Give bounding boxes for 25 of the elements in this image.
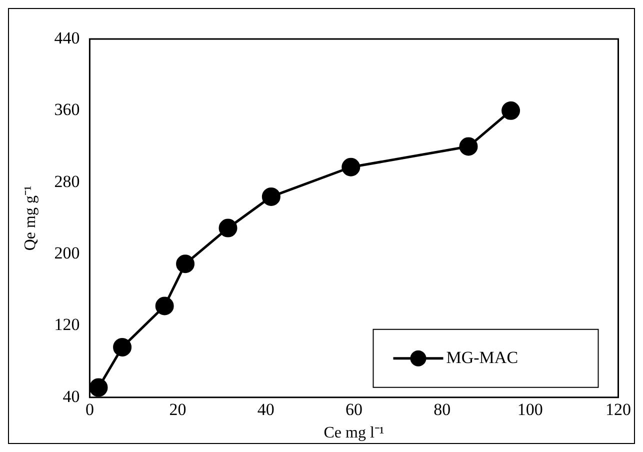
x-tick-label: 120 [606, 400, 631, 420]
x-tick-label: 20 [169, 400, 186, 420]
y-tick-label: 440 [54, 28, 80, 48]
y-tick-label: 120 [54, 315, 80, 334]
x-tick-label: 100 [517, 400, 543, 420]
point [90, 378, 108, 397]
y-tick-label: 360 [54, 100, 80, 120]
point [459, 137, 478, 156]
x-axis-title: Ce mg l⁻¹ [324, 424, 384, 442]
point [113, 338, 132, 356]
y-axis-title: Qe mg g⁻¹ [22, 186, 39, 251]
x-tick-label: 0 [85, 400, 94, 420]
point [502, 101, 520, 120]
y-tick-label: 40 [62, 386, 80, 406]
legend-label: MG-MAC [446, 348, 518, 367]
y-tick-label: 200 [54, 244, 80, 263]
x-tick-label: 40 [257, 400, 274, 420]
point [218, 218, 238, 238]
point [155, 296, 174, 316]
point [262, 187, 280, 206]
point [342, 158, 360, 176]
x-tick-label: 80 [434, 400, 451, 420]
point [176, 254, 195, 274]
x-tick-label: 60 [345, 400, 362, 420]
y-tick-label: 280 [54, 172, 80, 191]
